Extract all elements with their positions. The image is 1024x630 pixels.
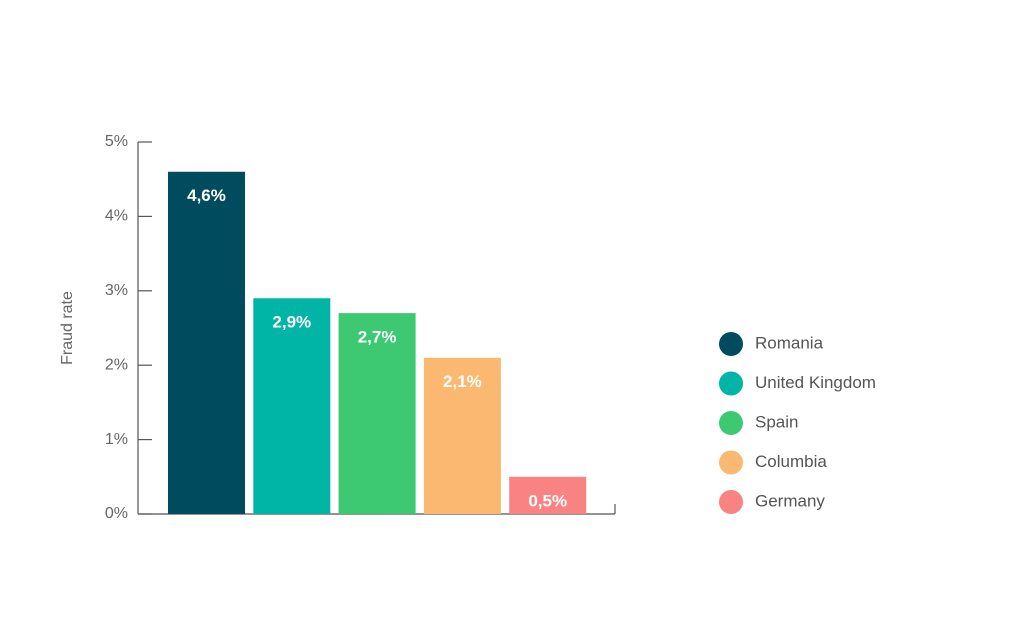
bar [423, 357, 501, 514]
legend-label: Germany [755, 491, 825, 510]
bar [509, 476, 587, 514]
value-label: 2,7% [358, 328, 397, 347]
y-tick-label: 4% [105, 208, 128, 225]
y-tick-label: 2% [105, 356, 128, 373]
legend-marker [719, 411, 743, 435]
value-label: 2,9% [272, 313, 311, 332]
y-tick-label: 0% [105, 505, 128, 522]
y-tick-label: 3% [105, 282, 128, 299]
y-tick-label: 1% [105, 431, 128, 448]
bar [168, 171, 245, 514]
legend-label: Columbia [755, 452, 827, 471]
bar [338, 313, 416, 514]
value-label: 4,6% [187, 186, 226, 205]
legend-marker [719, 490, 743, 514]
y-tick-label: 5% [105, 133, 128, 150]
value-label: 2,1% [443, 372, 482, 391]
legend-label: United Kingdom [755, 373, 876, 392]
legend-marker [719, 450, 743, 475]
legend-marker [719, 371, 743, 396]
y-axis-label: Fraud rate [59, 291, 76, 365]
value-label: 0,5% [528, 491, 567, 510]
legend-marker [719, 332, 743, 356]
legend-label: Romania [755, 333, 824, 352]
legend-label: Spain [755, 412, 798, 431]
bar [253, 298, 331, 514]
